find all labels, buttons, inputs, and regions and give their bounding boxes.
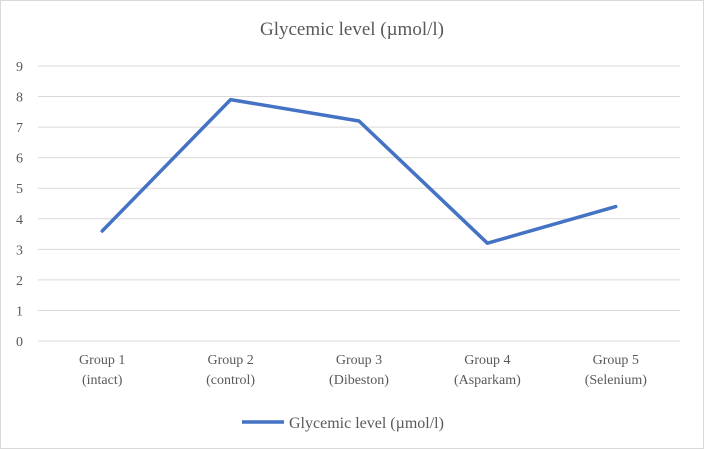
legend-label: Glycemic level (µmol/l): [289, 415, 444, 432]
gridlines: [38, 65, 680, 342]
legend: Glycemic level (µmol/l): [242, 415, 444, 432]
y-tick-label: 4: [16, 213, 23, 228]
x-tick-label: Group 1 (intact): [79, 353, 125, 388]
x-tick-label: Group 3 (Dibeston): [329, 353, 389, 388]
y-axis-ticks: 0 1 2 3 4 5 6 7 8 9: [16, 60, 23, 350]
x-tick-label: Group 4 (Asparkam): [454, 353, 521, 388]
y-tick-label: 6: [16, 152, 23, 167]
y-tick-label: 1: [16, 304, 23, 319]
y-tick-label: 3: [16, 243, 23, 258]
chart-title: Glycemic level (µmol/l): [260, 19, 444, 40]
y-tick-label: 0: [16, 335, 23, 350]
x-tick-label: Group 2 (control): [206, 353, 255, 388]
x-tick-label: Group 5 (Selenium): [585, 353, 648, 388]
y-tick-label: 5: [16, 182, 23, 197]
y-tick-label: 9: [16, 60, 23, 75]
series-line-0: [100, 97, 618, 245]
series-layer: [100, 97, 618, 245]
y-tick-label: 2: [16, 274, 23, 289]
y-tick-label: 7: [16, 121, 23, 136]
x-axis-ticks: Group 1 (intact) Group 2 (control) Group 3 (D…: [79, 353, 647, 388]
y-tick-label: 8: [16, 91, 23, 106]
